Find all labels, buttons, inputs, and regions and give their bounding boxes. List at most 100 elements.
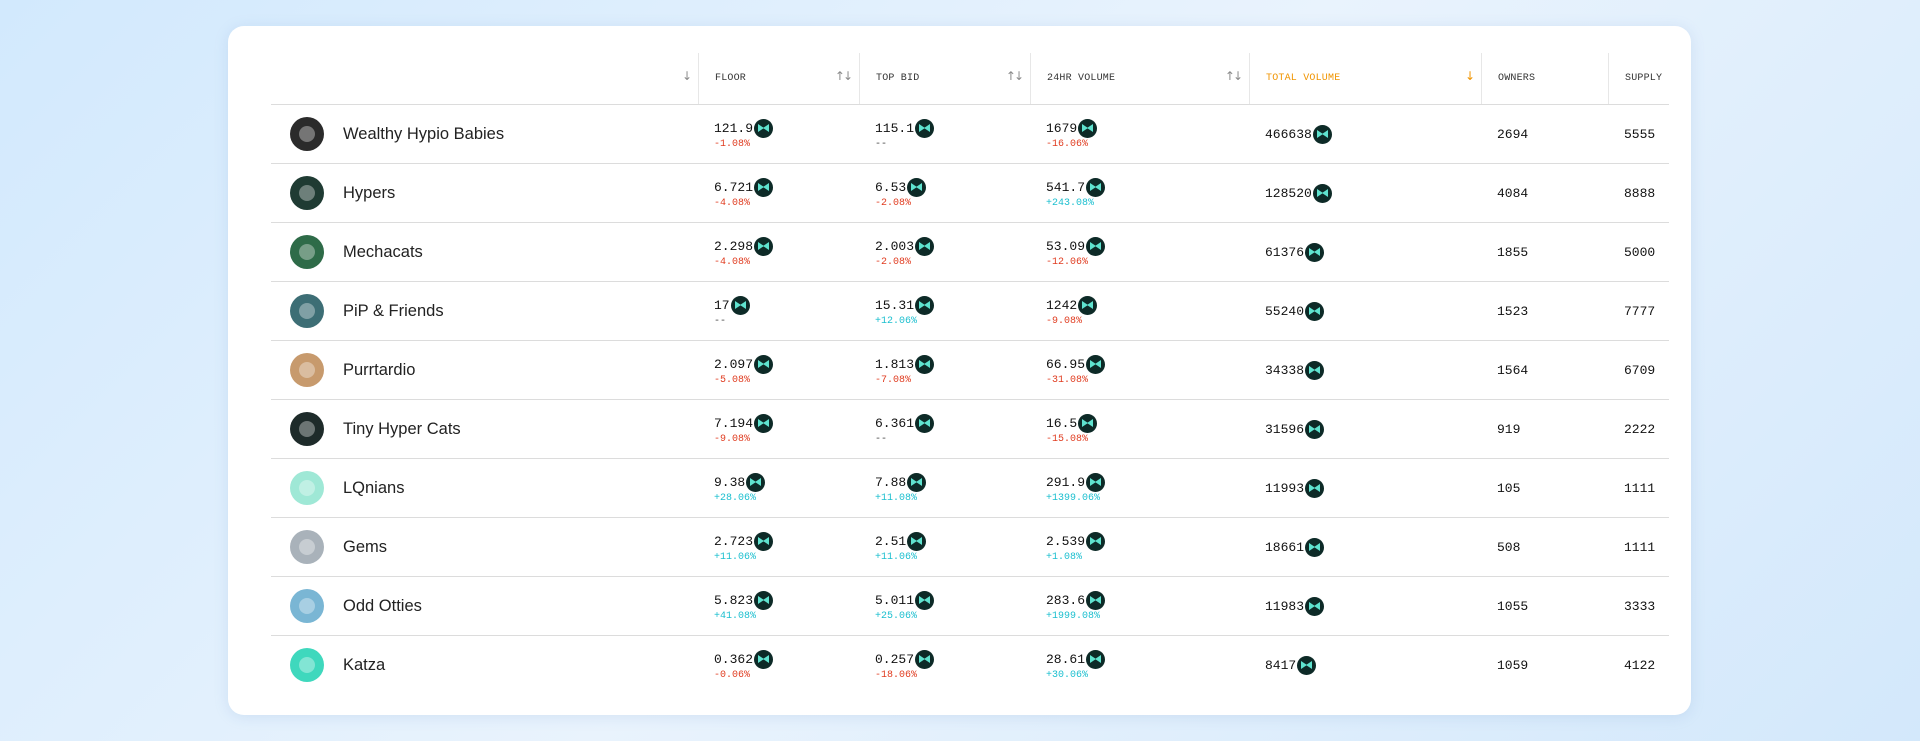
collection-name[interactable]: Gems xyxy=(343,537,388,556)
collection-name-cell[interactable]: Hypers xyxy=(271,164,698,222)
table-row[interactable]: Odd Otties 5.823 +41.08% 5.011 +25.06% 283.6 +… xyxy=(271,577,1669,636)
table-row[interactable]: Purrtardio 2.097 -5.08% 1.813 -7.08% 66.95 -31… xyxy=(271,341,1669,400)
floor-price: 121.9 xyxy=(714,120,754,136)
supply-cell: 1111 xyxy=(1624,459,1655,517)
table-row[interactable]: Tiny Hyper Cats 7.194 -9.08% 6.361 -- 16.5 -15… xyxy=(271,400,1669,459)
table-row[interactable]: LQnians 9.38 +28.06% 7.88 +11.08% 291.9 +1399.… xyxy=(271,459,1669,518)
volume-24hr-change: -9.08% xyxy=(1046,315,1083,327)
collection-name-cell[interactable]: Gems xyxy=(271,518,698,576)
collection-name[interactable]: Purrtardio xyxy=(343,360,416,379)
collection-name[interactable]: Wealthy Hypio Babies xyxy=(343,124,505,143)
total-volume: 466638 xyxy=(1265,126,1312,142)
top-bid-change: +25.06% xyxy=(875,610,918,622)
top-bid-cell: 2.003 -2.08% xyxy=(875,223,935,281)
header-owners[interactable]: OWNERS xyxy=(1481,53,1608,104)
top-bid-cell: 2.51 +11.06% xyxy=(875,518,927,576)
top-bid-change: +11.06% xyxy=(875,551,918,563)
collection-name[interactable]: Hypers xyxy=(343,183,396,202)
supply-cell: 3333 xyxy=(1624,577,1655,635)
supply-count: 1111 xyxy=(1624,539,1656,555)
header-24hr-volume[interactable]: 24HR VOLUME ↑↓ xyxy=(1030,53,1249,104)
volume-24hr-change: -15.08% xyxy=(1046,433,1089,445)
collection-name[interactable]: LQnians xyxy=(343,478,405,497)
token-icon xyxy=(1086,472,1106,492)
supply-count: 1111 xyxy=(1624,480,1656,496)
token-icon xyxy=(1078,413,1098,433)
volume-24hr-cell: 2.539 +1.08% xyxy=(1046,518,1106,576)
top-bid-price: 15.31 xyxy=(875,297,915,313)
collection-name[interactable]: Odd Otties xyxy=(343,596,422,615)
collection-name-cell[interactable]: Odd Otties xyxy=(271,577,698,635)
token-icon xyxy=(1086,590,1106,610)
volume-24hr: 1242 xyxy=(1046,297,1078,313)
supply-cell: 5000 xyxy=(1624,223,1655,281)
header-supply[interactable]: SUPPLY xyxy=(1608,53,1669,104)
floor-change: -1.08% xyxy=(714,138,751,150)
collection-name[interactable]: PiP & Friends xyxy=(343,301,444,320)
header-top-bid[interactable]: TOP BID ↑↓ xyxy=(859,53,1030,104)
owners-cell: 508 xyxy=(1497,518,1520,576)
total-volume: 61376 xyxy=(1265,244,1305,260)
collection-name-cell[interactable]: Mechacats xyxy=(271,223,698,281)
token-icon xyxy=(1305,478,1325,498)
token-icon xyxy=(915,118,935,138)
token-icon xyxy=(1297,655,1317,675)
token-icon xyxy=(1086,649,1106,669)
sort-arrow-icon: ↓ xyxy=(1464,69,1475,83)
volume-24hr: 28.61 xyxy=(1046,651,1086,667)
table-row[interactable]: Gems 2.723 +11.06% 2.51 +11.06% 2.539 +1.08% 18… xyxy=(271,518,1669,577)
table-row[interactable]: Hypers 6.721 -4.08% 6.53 -2.08% 541.7 +243.08%… xyxy=(271,164,1669,223)
floor-price: 2.097 xyxy=(714,356,754,372)
top-bid-price: 7.88 xyxy=(875,474,907,490)
token-icon xyxy=(754,531,774,551)
supply-count: 8888 xyxy=(1624,185,1656,201)
volume-24hr-change: -12.06% xyxy=(1046,256,1089,268)
token-icon xyxy=(907,177,927,197)
floor-cell: 2.298 -4.08% xyxy=(714,223,774,281)
table-row[interactable]: Mechacats 2.298 -4.08% 2.003 -2.08% 53.09 -12.… xyxy=(271,223,1669,282)
table-row[interactable]: Katza 0.362 -0.06% 0.257 -18.06% 28.61 +30.06%… xyxy=(271,636,1669,694)
supply-cell: 2222 xyxy=(1624,400,1655,458)
owners-cell: 919 xyxy=(1497,400,1520,458)
collection-name-cell[interactable]: LQnians xyxy=(271,459,698,517)
collection-name-cell[interactable]: Katza xyxy=(271,636,698,694)
header-total-volume[interactable]: TOTAL VOLUME ↓ xyxy=(1249,53,1481,104)
owners-count: 1059 xyxy=(1497,657,1529,673)
owners-count: 1564 xyxy=(1497,362,1529,378)
total-volume: 34338 xyxy=(1265,362,1305,378)
table-row[interactable]: PiP & Friends 17 -- 15.31 +12.06% 1242 -9.08% 5… xyxy=(271,282,1669,341)
collection-name[interactable]: Tiny Hyper Cats xyxy=(343,419,461,438)
owners-cell: 2694 xyxy=(1497,105,1528,163)
column-label: TOP BID xyxy=(876,73,920,84)
table-row[interactable]: Wealthy Hypio Babies 121.9 -1.08% 115.1 -- 16… xyxy=(271,105,1669,164)
collection-name[interactable]: Mechacats xyxy=(343,242,423,261)
sort-arrow-icon: ↑↓ xyxy=(1224,69,1243,83)
top-bid-cell: 15.31 +12.06% xyxy=(875,282,935,340)
token-icon xyxy=(1086,236,1106,256)
token-icon xyxy=(907,531,927,551)
collection-avatar xyxy=(290,648,324,682)
collection-name-cell[interactable]: Purrtardio xyxy=(271,341,698,399)
header-name[interactable]: ↓ xyxy=(271,53,698,104)
floor-cell: 9.38 +28.06% xyxy=(714,459,766,517)
floor-change: +41.08% xyxy=(714,610,757,622)
total-volume: 11993 xyxy=(1265,480,1305,496)
floor-price: 2.298 xyxy=(714,238,754,254)
collection-avatar xyxy=(290,530,324,564)
token-icon xyxy=(754,177,774,197)
volume-24hr-change: -31.08% xyxy=(1046,374,1089,386)
collection-avatar xyxy=(290,176,324,210)
collection-name-cell[interactable]: Tiny Hyper Cats xyxy=(271,400,698,458)
owners-cell: 1059 xyxy=(1497,636,1528,694)
collection-name[interactable]: Katza xyxy=(343,655,386,674)
owners-count: 4084 xyxy=(1497,185,1529,201)
collection-avatar xyxy=(290,353,324,387)
total-volume: 18661 xyxy=(1265,539,1305,555)
collection-name-cell[interactable]: Wealthy Hypio Babies xyxy=(271,105,698,163)
header-floor[interactable]: FLOOR ↑↓ xyxy=(698,53,859,104)
token-icon xyxy=(915,295,935,315)
collection-name-cell[interactable]: PiP & Friends xyxy=(271,282,698,340)
floor-change: +28.06% xyxy=(714,492,757,504)
supply-cell: 8888 xyxy=(1624,164,1655,222)
top-bid-cell: 7.88 +11.08% xyxy=(875,459,927,517)
